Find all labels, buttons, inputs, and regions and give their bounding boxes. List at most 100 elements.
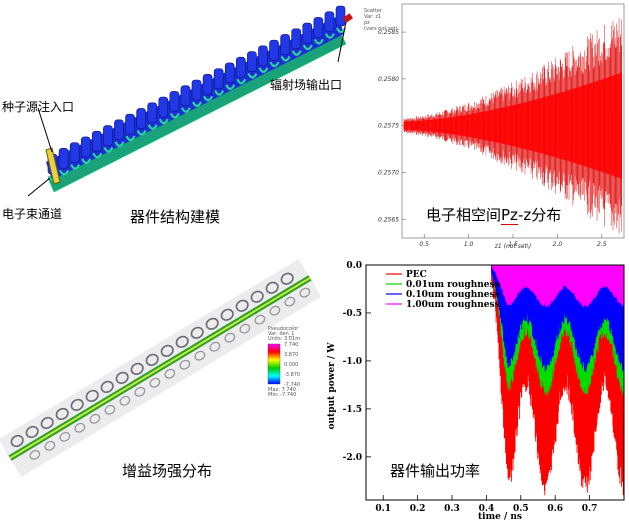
phase-xtick-label: 0.5 [419, 241, 429, 248]
gain-ring [104, 404, 116, 415]
device-vane [92, 130, 102, 152]
gain-field-caption: 增益场强分布 [122, 462, 213, 480]
output-power-caption: 器件输出功率 [390, 462, 481, 480]
gain-ring [205, 317, 219, 330]
gain-ring [190, 326, 204, 339]
gain-legend-header: Units: 3.01m [268, 336, 300, 342]
power-xtick-label: 0.5 [513, 504, 529, 514]
power-xlabel: time / ns [478, 512, 522, 520]
gain-legend-tick: -3.870 [284, 372, 300, 378]
gain-ring [44, 440, 56, 451]
seed-port-label: 种子源注入口 [2, 100, 75, 114]
device-vane-groove [214, 90, 225, 96]
device-vane-groove [92, 152, 103, 159]
device-model-caption: 器件结构建模 [130, 208, 221, 226]
seed-port-marker [45, 147, 61, 185]
caption-suffix: -z分布 [517, 206, 562, 224]
device-vane-groove [247, 73, 258, 79]
gain-colorbar [267, 343, 281, 385]
device-vane [80, 136, 91, 158]
gain-legend-tick: 3.870 [284, 352, 298, 358]
gain-legend-footer: Max: 7.740 [268, 387, 296, 393]
gain-ring [149, 377, 161, 388]
gain-ring [160, 344, 174, 357]
gain-ring [280, 272, 294, 285]
phase-xtick-label: 1.0 [464, 241, 474, 248]
output-port-label: 辐射场输出口 [270, 78, 343, 92]
gain-ring [134, 386, 146, 397]
phase-xtick-label: 2.5 [597, 241, 607, 248]
gain-ring [74, 422, 86, 433]
device-vane [313, 17, 324, 38]
device-vane [324, 11, 335, 32]
device-base [47, 31, 347, 193]
gain-ring [164, 368, 176, 379]
device-vane [302, 22, 313, 44]
device-vane [191, 79, 202, 101]
device-vane-groove [203, 95, 214, 102]
gain-ring [85, 389, 99, 402]
gain-ring [175, 335, 189, 348]
device-vane [69, 142, 80, 163]
gain-ring [10, 434, 24, 448]
gain-legend-footer: Min: -7.740 [268, 392, 296, 398]
phase-xtick-label: 2.0 [553, 241, 563, 248]
power-ytick-label: -1.5 [343, 405, 362, 415]
caption-pz: Pz [501, 206, 518, 225]
phase-xlabel: z1 (not set\) [494, 243, 531, 250]
gain-beam-core [9, 277, 311, 459]
device-vane-groove [302, 44, 313, 51]
phase-legend-line: pz [364, 20, 370, 26]
gain-ring [89, 413, 101, 424]
power-xtick-label: 0.7 [582, 504, 598, 514]
power-legend-label: PEC [406, 270, 427, 280]
device-vane [335, 5, 346, 27]
device-vane-groove [70, 164, 81, 170]
output-pointer [337, 21, 347, 63]
device-vane [280, 34, 290, 55]
power-xtick-label: 0.4 [479, 504, 495, 514]
power-ylabel: output power / W [327, 342, 337, 430]
device-vane [158, 96, 169, 118]
device-vane [269, 39, 279, 61]
gain-ring [55, 407, 69, 421]
device-vane-groove [291, 50, 302, 56]
device-vane-groove [180, 107, 191, 113]
power-ytick-label: 0.0 [346, 261, 362, 271]
device-vane-groove [158, 118, 169, 125]
power-xtick-label: 0.6 [547, 504, 563, 514]
phase-ytick-label: 0.2570 [378, 169, 399, 176]
phase-xtick-label: 1.5 [508, 241, 518, 248]
phase-ytick-label: 0.2585 [378, 29, 399, 36]
power-series-2 [491, 265, 624, 372]
power-ytick-label: -1.0 [343, 357, 362, 367]
device-vane-groove [103, 147, 114, 153]
device-vane-groove [114, 141, 125, 147]
gain-legend-tick: 7.740 [284, 342, 298, 348]
gain-ring [239, 323, 251, 334]
device-vane [213, 68, 224, 89]
beam-pointer [27, 177, 51, 197]
device-vane-groove [125, 135, 136, 142]
device-vane-groove [192, 101, 202, 108]
device-vane-groove [324, 33, 335, 39]
gain-ring [119, 395, 131, 406]
power-xtick-label: 0.3 [444, 504, 460, 514]
gain-ring [250, 290, 264, 303]
device-vane-groove [313, 38, 324, 45]
beam-channel-label: 电子束通道 [2, 207, 63, 221]
device-vane-groove [258, 67, 269, 73]
gain-ring [194, 350, 206, 361]
device-vane [236, 56, 246, 78]
power-xtick-label: 0.1 [375, 504, 391, 514]
phase-ytick-label: 0.2575 [378, 123, 399, 130]
device-vane [180, 85, 191, 106]
device-vane [136, 108, 146, 129]
phase-scatter-core [403, 72, 622, 179]
power-plot-frame [365, 264, 625, 501]
power-legend-label: 1.00um roughness [406, 300, 500, 310]
gain-ring [130, 362, 144, 375]
seed-pointer [37, 107, 53, 153]
